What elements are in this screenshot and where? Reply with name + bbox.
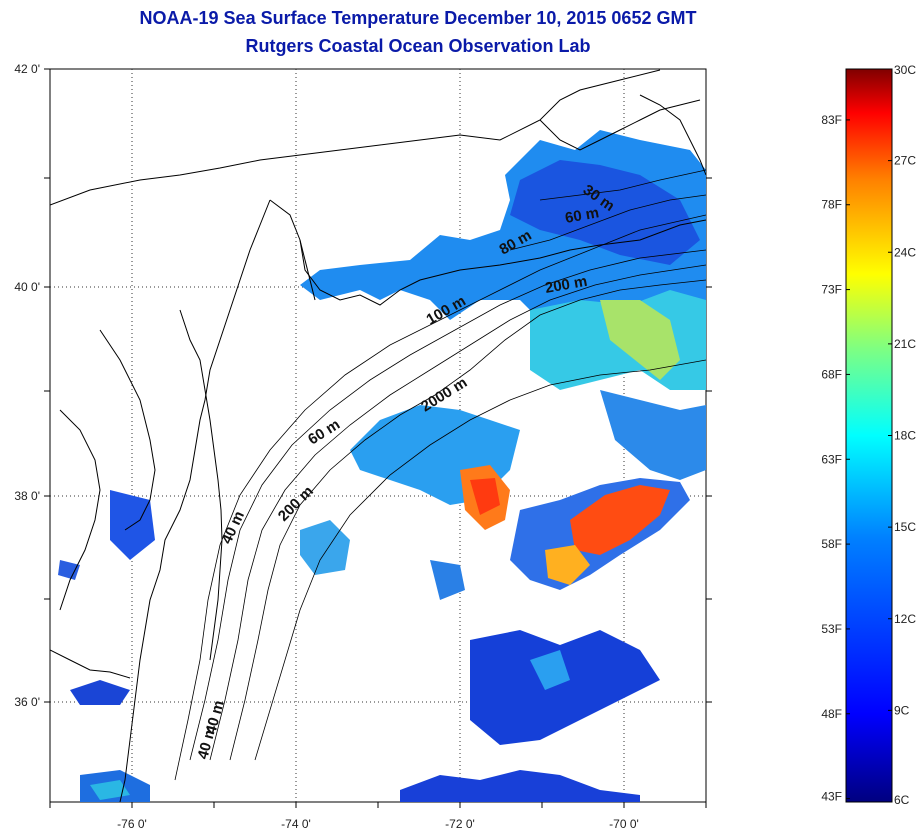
lon-label: -70 0' (609, 817, 639, 831)
axis-ticks (44, 68, 712, 808)
colorbar-fahrenheit-label: 53F (821, 622, 842, 636)
colorbar-fahrenheit-label: 58F (821, 537, 842, 551)
colorbar-ticks: 30C 27C 24C 21C 18C 15C 12C 9C 6C 83F 78F 73F 68F 63F… (821, 63, 916, 807)
colorbar-fahrenheit-label: 63F (821, 452, 842, 466)
sst-data-patches (58, 130, 706, 802)
map-title: NOAA-19 Sea Surface Temperature December… (139, 8, 697, 28)
colorbar-fahrenheit-label: 78F (821, 198, 842, 212)
lon-label: -74 0' (281, 817, 311, 831)
colorbar-celsius-label: 27C (894, 154, 916, 168)
colorbar-gradient (845, 68, 893, 803)
map-subtitle: Rutgers Coastal Ocean Observation Lab (245, 36, 591, 56)
colorbar-celsius-label: 24C (894, 245, 916, 259)
colorbar-celsius-label: 6C (894, 793, 910, 807)
lon-label: -72 0' (445, 817, 475, 831)
colorbar-celsius-label: 30C (894, 63, 916, 77)
lat-label: 38 0' (14, 489, 40, 503)
bathymetry-contours (174, 169, 706, 781)
colorbar-celsius-label: 21C (894, 337, 916, 351)
lat-label: 40 0' (14, 280, 40, 294)
colorbar-fahrenheit-label: 83F (821, 113, 842, 127)
lat-label: 42 0' (14, 62, 40, 76)
colorbar-celsius-label: 15C (894, 520, 916, 534)
coastline (50, 69, 706, 802)
latitude-labels: 42 0' 40 0' 38 0' 36 0' (14, 62, 40, 709)
colorbar-celsius-label: 12C (894, 612, 916, 626)
colorbar-celsius-label: 9C (894, 703, 910, 717)
lat-label: 36 0' (14, 695, 40, 709)
contour-label: 60 m (564, 204, 601, 227)
colorbar-fahrenheit-label: 43F (821, 790, 842, 804)
colorbar-fahrenheit-label: 73F (821, 283, 842, 297)
colorbar-fahrenheit-label: 48F (821, 707, 842, 721)
lon-label: -76 0' (117, 817, 147, 831)
colorbar-fahrenheit-label: 68F (821, 367, 842, 381)
colorbar-celsius-label: 18C (894, 429, 916, 443)
colorbar (845, 68, 893, 803)
longitude-labels: -76 0' -74 0' -72 0' -70 0' (117, 817, 639, 831)
